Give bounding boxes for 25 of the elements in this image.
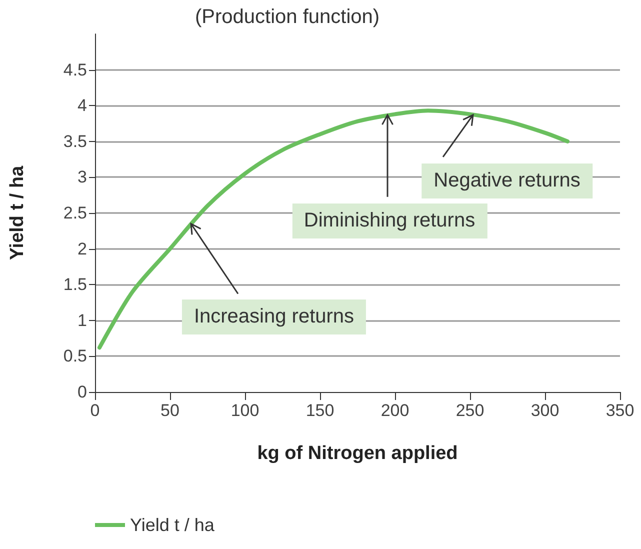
annotation: Diminishing returns [292,203,488,238]
annotation: Increasing returns [182,299,366,334]
x-tick-label: 150 [306,401,334,420]
y-axis-title: Yield t / ha [7,165,28,260]
y-tick-label: 0.5 [63,346,87,366]
annotation: Negative returns [422,163,592,198]
x-tick-label: 300 [530,401,560,420]
legend-label: Yield t / ha [130,515,216,535]
x-tick-label: 0 [90,401,100,420]
y-tick-label: 4 [78,96,87,116]
x-tick-label: 250 [456,401,484,420]
x-tick-label: 100 [230,401,260,420]
y-tick-label: 4.5 [63,60,87,80]
y-tick-label: 3 [78,168,87,187]
chart-title: (Production function) [195,6,380,28]
x-tick-label: 200 [380,401,410,420]
y-tick-label: 0 [78,382,87,402]
x-tick-label: 50 [160,401,180,420]
x-tick-label: 350 [606,401,634,420]
x-axis-title: kg of Nitrogen applied [257,443,458,464]
y-tick-label: 3.5 [63,132,87,151]
y-tick-label: 1.5 [63,275,87,294]
y-tick-label: 1 [78,310,87,330]
y-tick-label: 2.5 [63,204,87,222]
y-tick-label: 2 [78,239,87,258]
